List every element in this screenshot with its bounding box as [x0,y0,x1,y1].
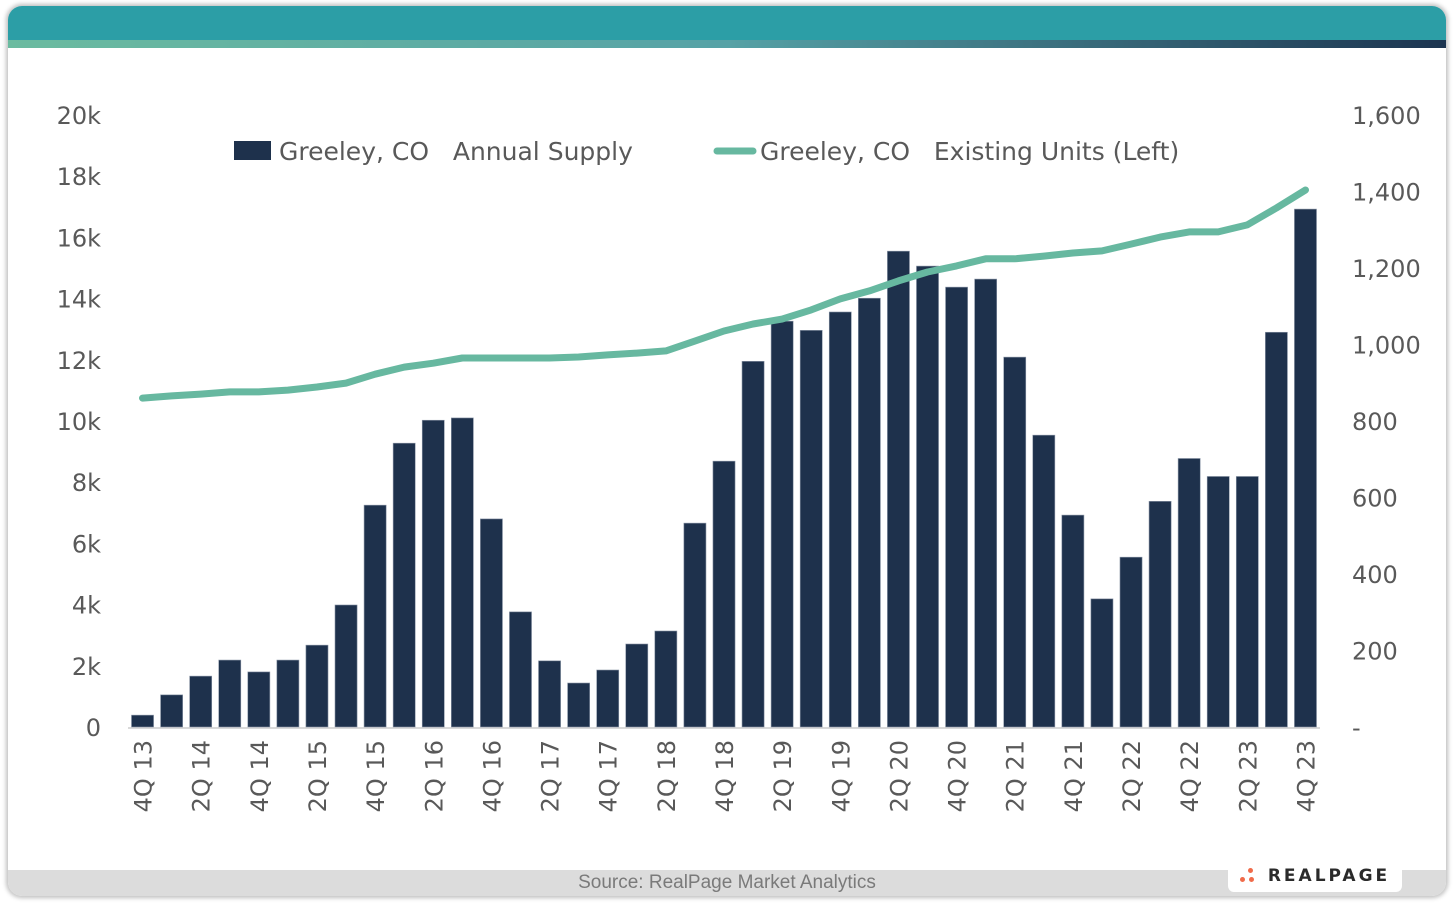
x-axis-tick-label: 4Q 20 [944,740,972,812]
x-axis-tick-label: 2Q 23 [1234,740,1262,812]
bar-series [131,208,1317,728]
right-axis-tick-label: 200 [1352,638,1398,666]
right-axis: - 200 400 600 800 1,000 1,200 1,400 1,600 [1352,102,1421,742]
bar [247,671,271,728]
bar [1265,331,1288,728]
legend-bar-swatch [234,141,271,160]
x-axis-tick-label: 4Q 13 [130,740,158,812]
left-axis: 0 2k 4k 6k 8k 10k 12k 14k 16k 18k 20k [57,102,102,742]
x-axis-tick-label: 4Q 14 [246,740,274,812]
realpage-logo: REALPAGE [1228,860,1402,892]
bar [1206,476,1230,728]
left-axis-tick-label: 10k [57,408,102,436]
bar [770,320,794,728]
bar [131,714,154,728]
x-axis: 4Q 13 2Q 14 4Q 14 2Q 15 4Q 15 2Q 16 4Q 16 2Q 17… [130,740,1321,812]
right-axis-tick-label: - [1352,714,1361,742]
bar [1003,356,1027,728]
x-axis-tick-label: 4Q 15 [362,740,390,812]
bar [858,297,881,728]
x-axis-tick-label: 4Q 22 [1176,740,1204,812]
right-axis-tick-label: 1,400 [1352,179,1421,207]
x-axis-tick-label: 4Q 18 [711,740,739,812]
left-axis-tick-label: 4k [72,592,101,620]
bar [596,669,620,728]
bar [712,460,736,728]
bar [1061,514,1085,728]
left-axis-tick-label: 16k [57,224,102,252]
x-axis-tick-label: 2Q 20 [885,740,913,812]
bar [450,417,474,728]
bar [1294,208,1317,728]
bar [538,660,561,728]
right-axis-tick-label: 800 [1352,408,1398,436]
x-axis-tick-label: 2Q 16 [420,740,448,812]
x-axis-tick-label: 2Q 14 [188,740,216,812]
left-axis-tick-label: 2k [72,653,101,681]
bar [1032,434,1056,728]
right-axis-tick-label: 1,200 [1352,255,1421,283]
line-series [139,186,1309,402]
x-axis-tick-label: 4Q 17 [595,740,623,812]
x-axis-tick-label: 2Q 17 [537,740,565,812]
right-axis-tick-label: 600 [1352,485,1398,513]
x-axis-tick-label: 4Q 21 [1060,740,1088,812]
legend-label-existing-units: Greeley, CO Existing Units (Left) [760,137,1179,166]
bar [741,361,765,728]
bar [567,682,590,728]
bar [828,311,852,728]
bar [1177,458,1201,728]
logo-text: REALPAGE [1267,866,1391,886]
left-axis-tick-label: 20k [57,102,102,130]
bar [887,250,910,728]
left-axis-tick-label: 8k [72,469,101,497]
left-axis-tick-label: 14k [57,286,102,314]
x-axis-tick-label: 2Q 18 [653,740,681,812]
right-axis-tick-label: 1,600 [1352,102,1421,130]
x-axis-tick-label: 4Q 16 [478,740,506,812]
bar [945,286,968,728]
bar [1090,598,1114,728]
bar [509,611,532,728]
bar [625,643,649,728]
logo-dots-icon [1239,868,1262,884]
bar [799,330,823,728]
x-axis-tick-label: 2Q 22 [1118,740,1146,812]
legend-label-supply: Greeley, CO Annual Supply [279,137,633,166]
right-axis-tick-label: 400 [1352,561,1398,589]
bar [276,659,300,728]
bar [421,419,445,728]
bar [916,265,939,728]
header-gradient-stripe [8,40,1446,48]
left-axis-tick-label: 6k [72,530,101,558]
bar [218,659,242,728]
left-axis-tick-label: 12k [57,347,102,375]
x-axis-tick-label: 2Q 21 [1002,740,1030,812]
x-axis-tick-label: 2Q 19 [769,740,797,812]
legend: Greeley, CO Annual Supply Greeley, CO Ex… [234,137,1179,166]
bar [334,604,358,728]
bar [392,442,416,728]
right-axis-tick-label: 1,000 [1352,332,1421,360]
bar [683,522,707,728]
source-note: Source: RealPage Market Analytics [578,872,876,893]
bar [305,644,329,728]
bar [1235,476,1259,728]
header-band [8,6,1446,40]
bar [1119,556,1143,728]
bar [160,694,183,728]
left-axis-tick-label: 0 [86,714,101,742]
x-axis-tick-label: 2Q 15 [304,740,332,812]
bar [363,504,387,728]
bar [654,630,678,728]
bar [480,518,503,728]
bar [189,675,213,728]
bar [1148,501,1172,728]
footer-band: Source: RealPage Market Analytics [8,870,1446,896]
left-axis-tick-label: 18k [57,163,102,191]
x-axis-tick-label: 4Q 19 [827,740,855,812]
x-axis-tick-label: 4Q 23 [1292,740,1320,812]
bar [974,278,998,728]
